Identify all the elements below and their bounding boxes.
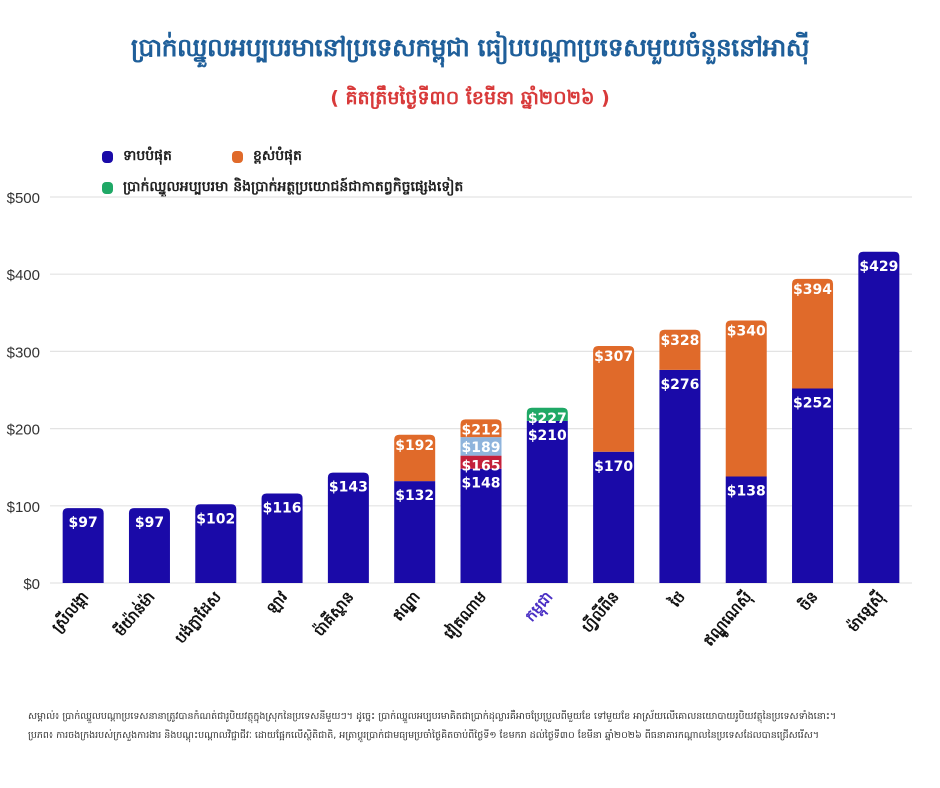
bar-segment-tier_red [460, 455, 502, 469]
bar-segment-lowest [593, 451, 635, 583]
data-label: $165 [462, 459, 501, 475]
data-label: $210 [528, 428, 567, 444]
x-tick-label: វៀតណាម [439, 587, 491, 644]
bar-segment-lowest [327, 472, 369, 583]
footnote-source: ប្រភព៖ ការចងក្រងរបស់ក្រសួងការងារ និងបណ្ដ… [28, 730, 820, 741]
bar-segment-highest [725, 320, 767, 477]
x-tick-label: កម្ពុជា [521, 588, 559, 627]
bar-segment-lowest [62, 508, 104, 583]
x-tick-label: ចិន [795, 587, 822, 614]
data-label: $227 [528, 411, 567, 427]
legend-item-highest: ខ្ពស់បំផុត [232, 146, 302, 167]
bar-segment-lowest [394, 481, 436, 583]
bar-segment-lowest [526, 420, 568, 583]
data-label: $276 [660, 377, 699, 393]
x-tick-label: ស្រីលង្កា [47, 587, 92, 635]
bar-segment-highest [659, 329, 701, 370]
bar-segment-highest [593, 345, 635, 452]
data-label: $102 [196, 511, 235, 527]
bar-segment-highest [460, 419, 502, 438]
y-tick-label: $300 [7, 344, 40, 361]
legend-swatch-lowest [102, 150, 113, 163]
footnote: សម្គាល់៖ ប្រាក់ឈ្នួលបណ្ដាប្រទេសនានាត្រូវ… [28, 707, 928, 745]
bar-segment-lowest [792, 388, 834, 583]
bar-segment-tier_lightblue [460, 437, 502, 456]
legend-swatch-highest [232, 150, 243, 163]
bar-segment-lowest [659, 369, 701, 583]
data-label: $429 [859, 259, 898, 275]
data-label: $138 [727, 483, 766, 499]
y-tick-label: $400 [7, 267, 40, 284]
data-label: $132 [395, 488, 434, 504]
data-label: $97 [135, 515, 164, 531]
chart-subtitle: ( គិតត្រឹមថ្ងៃទី៣០ ខែមីនា ឆ្នាំ២០២៦ ) [330, 87, 610, 109]
y-tick-label: $0 [23, 576, 40, 593]
bar-segment-lowest [725, 476, 767, 583]
x-tick-label: ប៉ាគីស្ថាន [309, 587, 358, 640]
x-tick-label: បង់ក្លាដែស [170, 587, 224, 647]
data-label: $189 [462, 440, 501, 456]
bar-segment-lowest [460, 468, 502, 583]
legend-item-lowest: ទាបបំផុត [102, 146, 172, 167]
bar-chart: $0 $100 $200 $300 $400 $500 $97 ស្រីលង្កា $97 មីយ… [7, 190, 912, 651]
bar-segment-highest [792, 278, 834, 389]
bar-segment-lowest [858, 251, 900, 583]
y-tick-label: $500 [7, 190, 40, 207]
legend-label-benefits: ប្រាក់ឈ្នួលអប្បបរមា និងប្រាក់អត្ថប្រយោជន… [123, 179, 464, 195]
bar-segment-highest [394, 434, 436, 482]
y-tick-label: $200 [7, 422, 40, 439]
y-tick-label: $100 [7, 499, 40, 516]
x-tick-label: ឥណ្ឌា [389, 588, 424, 625]
x-tick-label: ម៉ាឡេស៊ី [843, 587, 889, 636]
footnote-note: សម្គាល់៖ ប្រាក់ឈ្នួលបណ្ដាប្រទេសនានាត្រូវ… [28, 711, 837, 722]
chart-title: ប្រាក់ឈ្នួលអប្បបរមានៅប្រទេសកម្ពុជា ធៀបបណ… [130, 33, 810, 62]
data-label: $143 [329, 480, 368, 496]
data-label: $252 [793, 395, 832, 411]
data-label: $170 [594, 459, 633, 475]
bar-segment-lowest [128, 508, 170, 583]
legend-label-lowest: ទាបបំផុត [123, 148, 172, 164]
data-label: $340 [727, 324, 766, 340]
data-label: $328 [660, 333, 699, 349]
x-tick-label: ឡាវ [263, 588, 292, 617]
data-label: $394 [793, 282, 832, 298]
x-tick-label: ហ្វីលីពីន [578, 587, 623, 636]
bar-segment-lowest [261, 493, 303, 583]
data-label: $307 [594, 349, 633, 365]
legend-item-benefits: ប្រាក់ឈ្នួលអប្បបរមា និងប្រាក់អត្ថប្រយោជន… [102, 177, 463, 198]
bar-segment-lowest [195, 504, 237, 583]
bar-segment-benefits [526, 407, 568, 421]
x-tick-label: ឥណ្ឌូណេស៊ី [699, 587, 758, 651]
data-label: $212 [462, 422, 501, 438]
x-tick-label: មីយ៉ាន់ម៉ា [110, 587, 158, 639]
data-label: $192 [395, 438, 434, 454]
data-label: $97 [69, 515, 98, 531]
data-label: $116 [263, 500, 302, 516]
legend-label-highest: ខ្ពស់បំផុត [253, 148, 302, 164]
x-tick-label: ថៃ [665, 587, 689, 611]
legend-swatch-benefits [102, 181, 113, 194]
data-label: $148 [462, 476, 501, 492]
